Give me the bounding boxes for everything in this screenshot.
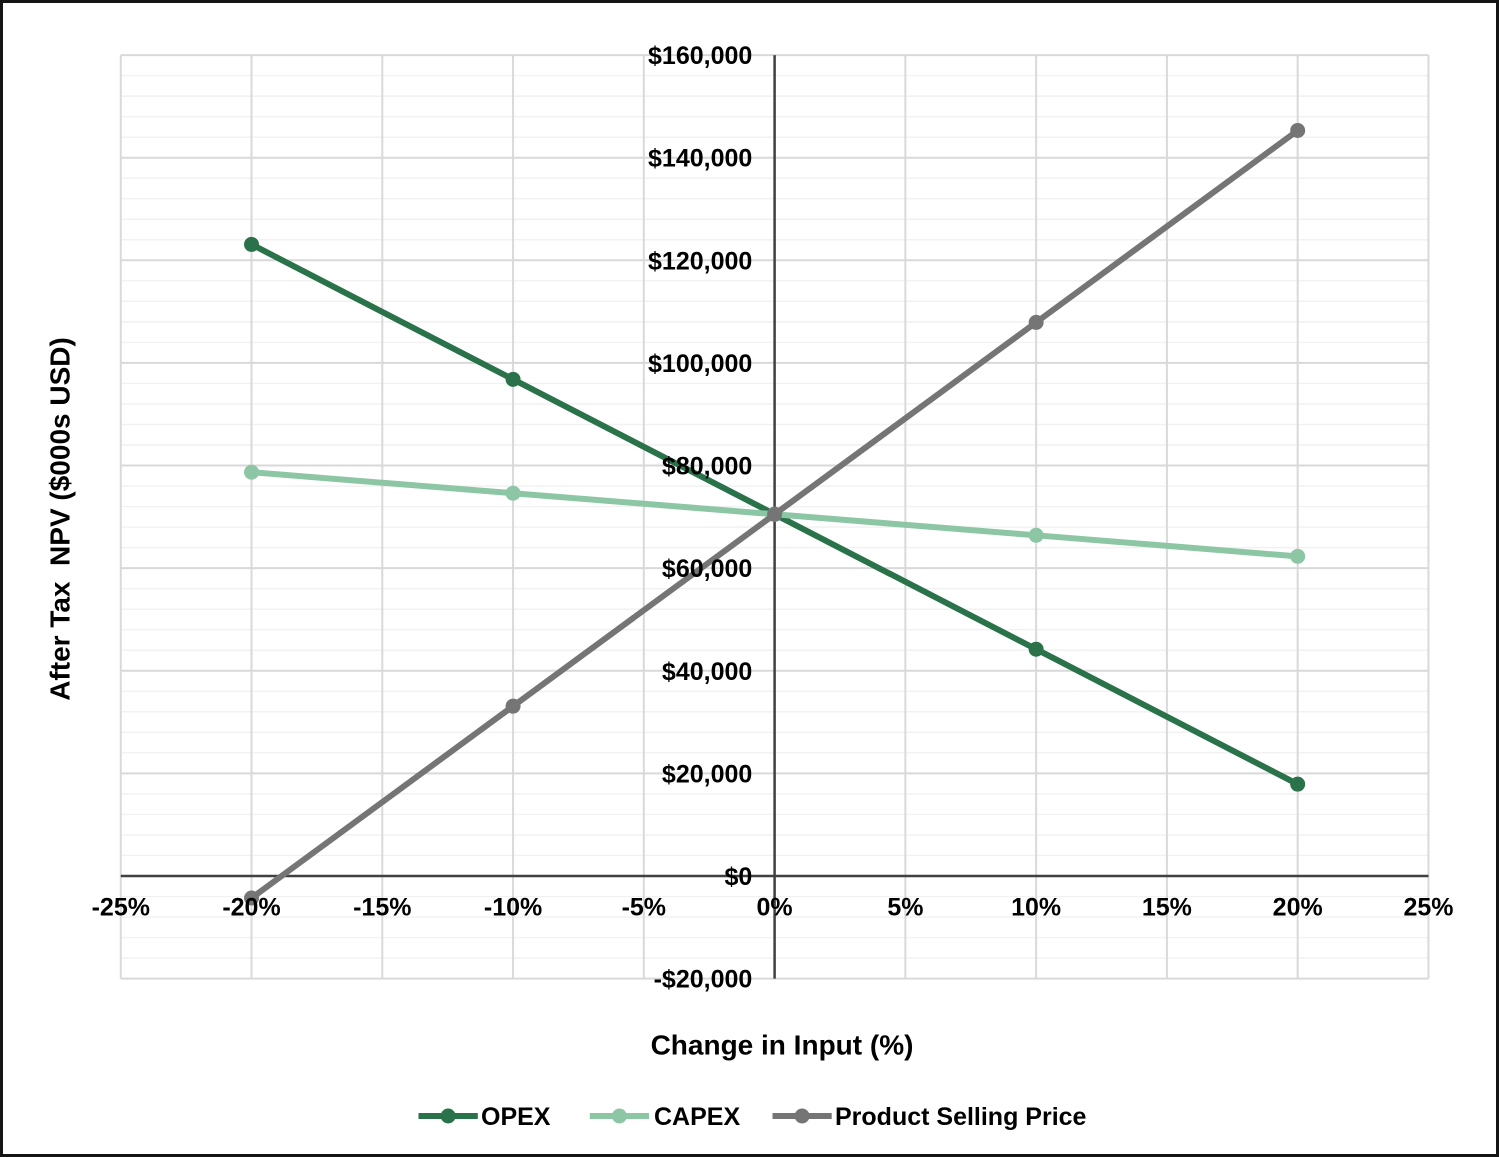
svg-text:0%: 0% bbox=[757, 894, 793, 922]
svg-text:5%: 5% bbox=[887, 894, 923, 922]
svg-text:$80,000: $80,000 bbox=[662, 453, 752, 481]
svg-text:-20%: -20% bbox=[222, 894, 280, 922]
svg-text:$40,000: $40,000 bbox=[662, 658, 752, 686]
svg-text:-5%: -5% bbox=[622, 894, 666, 922]
svg-text:$140,000: $140,000 bbox=[648, 145, 752, 173]
svg-text:$120,000: $120,000 bbox=[648, 247, 752, 275]
svg-text:$0: $0 bbox=[724, 863, 752, 891]
svg-text:$20,000: $20,000 bbox=[662, 760, 752, 788]
svg-text:Product Selling Price: Product Selling Price bbox=[835, 1103, 1087, 1131]
svg-text:After Tax NPV ($000s USD): After Tax NPV ($000s USD) bbox=[44, 337, 75, 701]
svg-text:-$20,000: -$20,000 bbox=[654, 966, 753, 994]
svg-text:20%: 20% bbox=[1273, 894, 1323, 922]
svg-text:15%: 15% bbox=[1142, 894, 1192, 922]
svg-text:10%: 10% bbox=[1011, 894, 1061, 922]
svg-text:CAPEX: CAPEX bbox=[654, 1103, 740, 1131]
svg-text:$160,000: $160,000 bbox=[648, 42, 752, 70]
svg-text:Change in Input (%): Change in Input (%) bbox=[651, 1030, 914, 1061]
svg-text:-25%: -25% bbox=[92, 894, 150, 922]
svg-text:25%: 25% bbox=[1403, 894, 1453, 922]
svg-text:$60,000: $60,000 bbox=[662, 555, 752, 583]
svg-text:OPEX: OPEX bbox=[481, 1103, 551, 1131]
svg-text:$100,000: $100,000 bbox=[648, 350, 752, 378]
svg-text:-10%: -10% bbox=[484, 894, 542, 922]
svg-text:-15%: -15% bbox=[353, 894, 411, 922]
